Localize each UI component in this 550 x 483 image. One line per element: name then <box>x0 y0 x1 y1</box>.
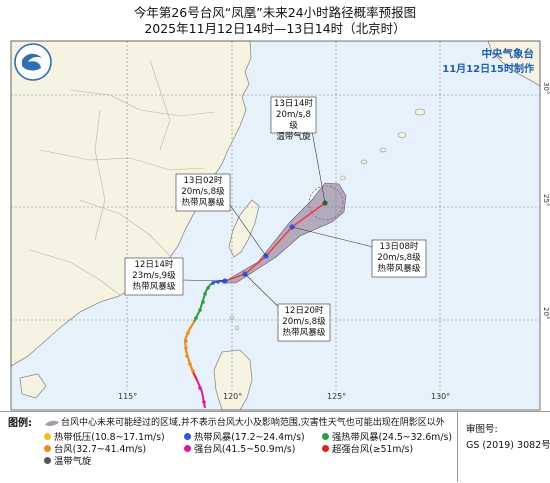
lat-label-25: 25° <box>542 194 550 207</box>
legend-label: 强热带风暴(24.5~32.6m/s) <box>332 432 452 443</box>
lat-lon-grid <box>11 41 540 390</box>
cma-logo <box>14 43 52 81</box>
legend-panel <box>0 411 550 483</box>
map-title: 今年第26号台风“凤凰”未来24小时路径概率预报图 <box>133 5 417 20</box>
legend-cone-text: 台风中心未来可能经过的区域,并不表示台风大小及影响范围,灾害性天气也可能出现在阴… <box>61 418 445 428</box>
ryukyu-islands <box>340 108 426 181</box>
lat-label-30: 30° <box>542 82 550 95</box>
legend-label: 热带低压(10.8~17.1m/s) <box>54 432 165 443</box>
taiwan-island <box>228 199 260 258</box>
legend-label: 强台风(41.5~50.9m/s) <box>194 444 296 455</box>
hainan-island <box>19 373 47 399</box>
sty-dot-icon <box>184 445 191 452</box>
point-time: 13日02时 <box>183 176 223 186</box>
point-label-13d08h: 13日08时 20m/s,8级 热带风暴级 <box>373 242 425 275</box>
point-type: 热带风暴级 <box>132 282 176 292</box>
cone-swatch-icon <box>45 420 59 426</box>
legend-item-etc: 温带气旋 <box>44 456 91 467</box>
legend-divider <box>457 411 458 482</box>
cone-end-ring <box>308 185 344 221</box>
point-type: 热带风暴级 <box>377 264 421 274</box>
legend-item-sts: 强热带风暴(24.5~32.6m/s) <box>322 432 452 443</box>
map-frame <box>10 40 541 411</box>
point-label-13d02h: 13日02时 20m/s,8级 热带风暴级 <box>177 176 229 209</box>
point-time: 12日14时 <box>134 260 174 270</box>
legend-item-superty: 超强台风(≥51m/s) <box>322 444 413 455</box>
sts-dot-icon <box>322 433 329 440</box>
legend-label: 台风(32.7~41.4m/s) <box>54 444 147 455</box>
review-label: 审图号: <box>466 424 498 435</box>
past-track <box>183 280 225 409</box>
legend-item-ts: 热带风暴(17.2~24.4m/s) <box>184 432 305 443</box>
lon-label-115: 115° <box>118 392 138 401</box>
point-wind: 20m/s,8级 <box>181 187 225 197</box>
legend-label: 热带风暴(17.2~24.4m/s) <box>194 432 305 443</box>
point-label-12d20h: 12日20时 20m/s,8级 热带风暴级 <box>279 306 329 339</box>
point-wind: 20m/s,8级 <box>377 253 421 263</box>
lon-label-125: 125° <box>327 392 347 401</box>
review-number: GS (2019) 3082号 <box>466 440 550 451</box>
probability-cone <box>220 182 347 284</box>
lon-label-120: 120° <box>223 392 243 401</box>
point-time: 13日08时 <box>379 242 419 252</box>
legend-item-td: 热带低压(10.8~17.1m/s) <box>44 432 165 443</box>
etc-dot-icon <box>44 457 51 464</box>
label-boxes <box>124 96 427 342</box>
province-borders <box>29 59 216 296</box>
legend-label: 温带气旋 <box>54 456 92 467</box>
point-label-13d14h: 13日14时 20m/s,8级 温带气旋 <box>272 99 315 143</box>
lat-label-20: 20° <box>542 307 550 320</box>
map-subtitle: 2025年11月12日14时—13日14时（北京时） <box>144 21 406 36</box>
point-type: 温带气旋 <box>276 132 311 142</box>
legend-item-sty: 强台风(41.5~50.9m/s) <box>184 444 295 455</box>
point-label-12d14h: 12日14时 23m/s,9级 热带风暴级 <box>126 260 182 293</box>
point-wind: 23m/s,9级 <box>132 271 176 281</box>
point-wind: 20m/s,8级 <box>282 317 326 327</box>
point-time: 13日14时 <box>273 99 314 109</box>
issuer-name: 中央气象台 <box>481 48 535 60</box>
legend-title: 图例: <box>8 418 32 429</box>
td-dot-icon <box>44 433 51 440</box>
point-type: 热带风暴级 <box>181 198 225 208</box>
point-time: 12日20时 <box>284 306 324 316</box>
point-type: 热带风暴级 <box>282 328 326 338</box>
ts-dot-icon <box>184 433 191 440</box>
legend-item-ty: 台风(32.7~41.4m/s) <box>44 444 146 455</box>
legend-label: 超强台风(≥51m/s) <box>332 444 414 455</box>
ty-dot-icon <box>44 445 51 452</box>
superty-dot-icon <box>322 445 329 452</box>
luzon-island <box>213 349 253 411</box>
point-wind: 20m/s,8级 <box>276 110 311 131</box>
lon-label-130: 130° <box>431 392 451 401</box>
issuer-time: 11月12日15时制作 <box>442 64 534 75</box>
